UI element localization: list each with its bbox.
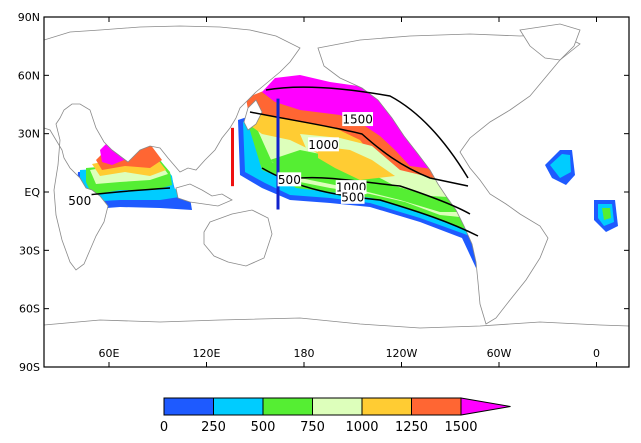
- antarctica-outline: [44, 317, 629, 367]
- colorbar-swatch: [262, 397, 313, 416]
- contour-label: 1500: [342, 113, 373, 127]
- field-pacific-yellow-tongue: [318, 146, 395, 180]
- contour-1000-north: [249, 111, 469, 187]
- coastlines: [44, 23, 629, 367]
- contour-lines: [79, 86, 479, 237]
- colorbar-swatch: [213, 397, 264, 416]
- contour-label-bg: [67, 193, 92, 208]
- colorbar-tick-label: 1000: [345, 420, 378, 435]
- contour-label: 500: [278, 173, 301, 187]
- field-atlantic-gulf-inner: [550, 154, 571, 178]
- colorbar-tick-label: 1500: [444, 420, 477, 435]
- colorbar-swatch: [361, 397, 412, 416]
- lon-tick-label: 120W: [386, 347, 418, 360]
- lat-tick-label: 30S: [19, 244, 40, 257]
- colorbar-swatch: [163, 397, 214, 416]
- colorbar-arrow: [460, 397, 511, 416]
- lon-tick-label: 0: [593, 347, 600, 360]
- maritime-continent-outline: [175, 183, 233, 207]
- lon-tick-label: 60E: [99, 347, 120, 360]
- lat-tick-label: 60N: [18, 69, 40, 82]
- contour-label-bg: [277, 172, 302, 187]
- contour-label: 500: [68, 194, 91, 208]
- colorbar-swatch: [411, 397, 462, 416]
- contour-label-bg: [342, 112, 374, 127]
- colorbar-tick-label: 0: [160, 420, 168, 435]
- latitude-axis: 90N 60N 30N EQ 30S 60S 90S: [18, 11, 629, 374]
- eurasia-africa-outline: [44, 25, 301, 271]
- colorbar-tick-label: 1250: [395, 420, 428, 435]
- contour-label-bg: [308, 137, 339, 152]
- lat-tick-label: 90S: [19, 361, 40, 374]
- lon-tick-label: 180: [294, 347, 315, 360]
- contour-label: 500: [341, 190, 364, 204]
- colorbar-tick-label: 750: [300, 420, 325, 435]
- longitude-axis: 60E 120E 180 120W 60W 0: [99, 17, 600, 367]
- japan-outline: [243, 99, 263, 131]
- field-pacific-tongue: [270, 150, 470, 212]
- australia-outline: [203, 209, 273, 267]
- colorbar-tick-label: 500: [251, 420, 276, 435]
- lon-tick-label: 60W: [487, 347, 512, 360]
- contour-label: 1000: [308, 138, 339, 152]
- lat-tick-label: 30N: [18, 128, 40, 141]
- lat-tick-label: 90N: [18, 11, 40, 24]
- contour-label-bg: [340, 189, 365, 204]
- colorbar-tick-label: 250: [201, 420, 226, 435]
- colorbar-swatch: [312, 397, 363, 416]
- lon-tick-label: 120E: [193, 347, 221, 360]
- lat-tick-label: 60S: [19, 303, 40, 316]
- field-gulf-guinea-core: [602, 208, 611, 220]
- contour-1000-south: [299, 176, 471, 215]
- colorbar: 0 250 500 750 1000 1250 1500: [160, 397, 511, 435]
- lat-tick-label: EQ: [24, 186, 40, 199]
- greenland-outline: [519, 23, 581, 61]
- section-lines: [231, 98, 280, 210]
- contour-1500: [265, 86, 469, 179]
